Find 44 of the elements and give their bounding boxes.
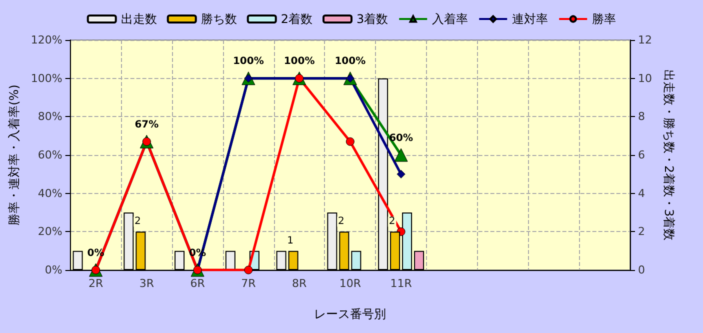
data-label: 2 (388, 216, 396, 228)
legend-label: 連対率 (512, 12, 548, 26)
legend-label: 出走数 (120, 12, 157, 26)
legend-label: 3着数 (356, 12, 388, 26)
data-label: 1 (287, 235, 294, 246)
y-tick-label: 0% (44, 264, 62, 276)
y-tick-label: 120% (30, 34, 62, 46)
x-tick-label: 3R (139, 277, 154, 290)
y2-tick-label: 0 (638, 264, 645, 276)
legend-label: 入着率 (432, 12, 468, 26)
x-tick-label: 2R (88, 277, 104, 290)
x-axis-title: レース番号別 (314, 307, 386, 321)
x-tick-label: 6R (190, 277, 206, 290)
y-tick-label: 100% (30, 72, 62, 85)
point (394, 148, 408, 162)
bar (225, 250, 236, 270)
y-tick-label: 40% (38, 186, 62, 200)
x-tick-label: 10R (339, 277, 362, 290)
data-label: 100% (232, 56, 264, 68)
y2-axis-title: 出走数・勝ち数・2着数・3着数 (662, 69, 676, 241)
y-tick-label: 80% (38, 110, 62, 124)
y2-tick-label: 4 (638, 186, 645, 200)
legend-label: 2着数 (280, 12, 313, 26)
point (396, 170, 406, 178)
data-label: 100% (284, 56, 315, 68)
y-axis-title: 勝率・連対率・入着率(%) (7, 84, 21, 226)
x-tick-label: 8R (292, 277, 307, 290)
point (346, 137, 354, 146)
y2-tick-label: 2 (638, 225, 645, 238)
data-label: 2 (338, 216, 344, 228)
legend-label: 勝ち数 (200, 12, 237, 26)
data-label: 100% (334, 56, 366, 68)
x-tick-label: 7R (241, 277, 256, 290)
y2-tick-label: 8 (638, 110, 645, 124)
y2-tick-label: 6 (638, 148, 645, 162)
legend-label: 勝率 (592, 12, 616, 26)
data-label: 67% (134, 119, 159, 130)
y2-tick-label: 12 (638, 34, 652, 46)
x-tick-label: 11R (390, 277, 412, 290)
point (244, 266, 253, 274)
data-label: 2 (134, 216, 141, 228)
y-tick-label: 20% (38, 225, 62, 238)
y2-tick-label: 10 (638, 72, 652, 85)
y-tick-label: 60% (38, 148, 62, 162)
